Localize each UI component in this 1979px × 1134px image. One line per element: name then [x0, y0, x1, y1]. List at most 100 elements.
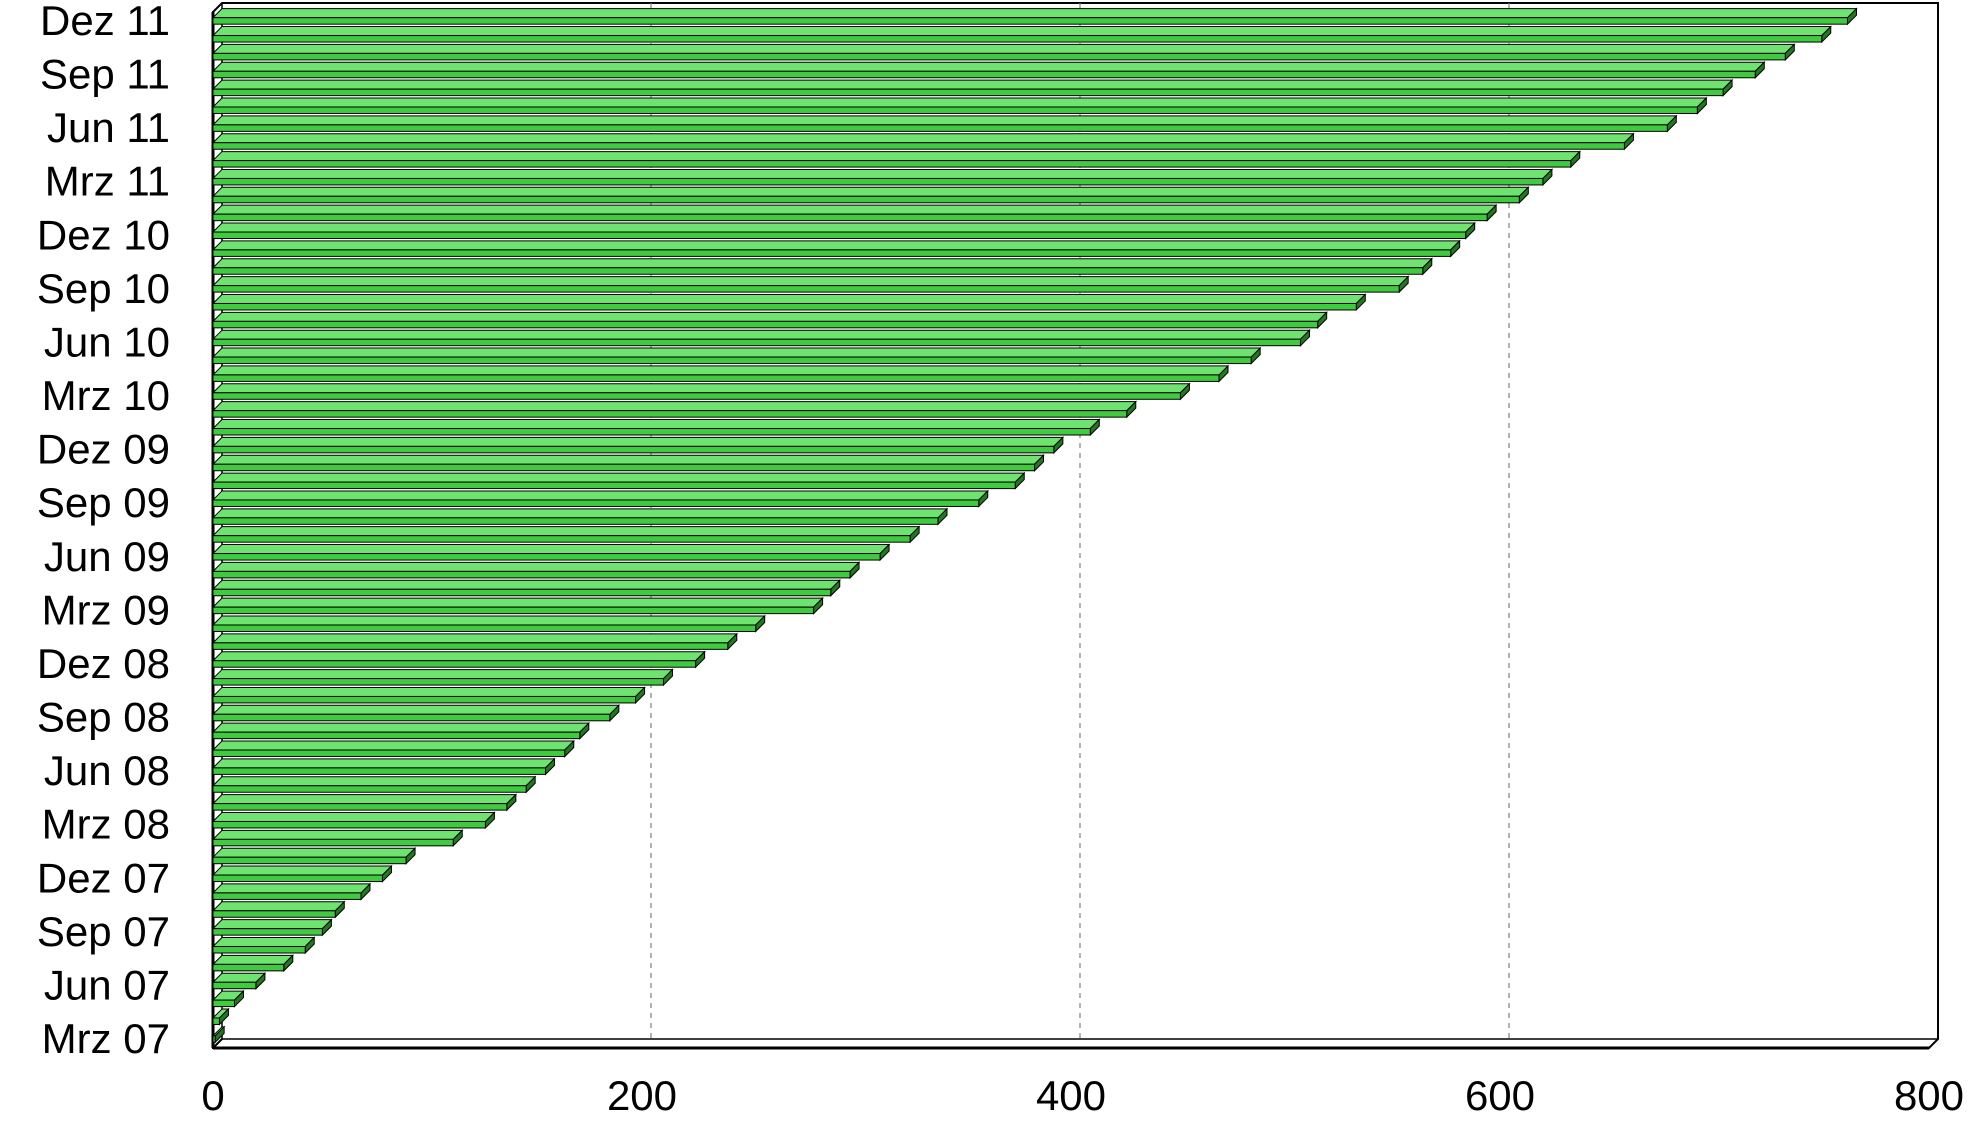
bar	[211, 7, 1858, 26]
x-tick-label: 400	[1036, 1072, 1106, 1119]
bar-front-face	[212, 749, 566, 758]
y-tick-label: Mrz 07	[42, 1015, 170, 1062]
bar	[211, 418, 1101, 437]
y-tick-label: Sep 11	[40, 51, 170, 98]
bar-front-face	[212, 463, 1036, 472]
bar	[211, 918, 333, 937]
bar-top-face	[211, 204, 1498, 215]
bar	[211, 882, 372, 901]
bar	[211, 525, 921, 544]
x-tick-label: 200	[607, 1072, 677, 1119]
bar-front-face	[212, 52, 1786, 61]
bar	[211, 864, 393, 883]
bar-top-face	[211, 669, 674, 680]
bar	[211, 686, 646, 705]
bar	[211, 704, 621, 723]
bar-top-face	[211, 151, 1581, 162]
y-tick-label: Mrz 09	[42, 586, 170, 633]
bar-top-face	[211, 186, 1530, 197]
bar-top-face	[211, 240, 1461, 251]
bar	[211, 61, 1766, 79]
bar-front-face	[212, 910, 336, 918]
bar-front-face	[212, 70, 1756, 79]
y-tick-label: Mrz 08	[42, 801, 170, 848]
bar-top-face	[211, 686, 646, 697]
bar-front-face	[212, 410, 1128, 418]
bar-top-face	[211, 865, 393, 876]
x-tick-label: 0	[201, 1072, 224, 1119]
bar-front-face	[212, 499, 980, 507]
bar	[211, 78, 1734, 97]
bar	[211, 721, 591, 740]
bar	[211, 471, 1026, 490]
x-tick-label: 600	[1465, 1072, 1535, 1119]
bar-front-face	[212, 392, 1181, 400]
bar-top-face	[211, 937, 316, 948]
bar-front-face	[212, 320, 1319, 329]
bar-front-face	[212, 338, 1302, 347]
bar	[211, 96, 1708, 115]
bar	[211, 596, 824, 615]
y-tick-label: Mrz 11	[45, 158, 170, 205]
bar-top-face	[211, 526, 921, 537]
bar-front-face	[212, 35, 1823, 43]
bar	[211, 561, 861, 580]
bar	[211, 203, 1498, 222]
bar-front-face	[212, 838, 454, 847]
bar	[211, 989, 245, 1008]
bar-front-face	[212, 803, 508, 811]
bar	[211, 311, 1328, 330]
bar-top-face	[211, 579, 841, 590]
bar	[211, 936, 316, 955]
bar-top-face	[211, 954, 294, 965]
bar	[211, 454, 1045, 472]
bar-front-face	[212, 892, 362, 900]
bar-top-face	[211, 276, 1410, 287]
bar-front-face	[212, 106, 1698, 114]
bar	[211, 900, 346, 919]
bar-front-face	[212, 213, 1488, 222]
bar-top-face	[211, 883, 372, 894]
bar	[211, 811, 496, 830]
bar	[211, 114, 1678, 133]
bar-front-face	[212, 606, 815, 615]
y-tick-label: Sep 09	[37, 479, 170, 526]
bar-top-face	[211, 97, 1708, 108]
bar-front-face	[212, 660, 697, 668]
bar	[211, 221, 1476, 240]
bar-front-face	[212, 588, 832, 597]
bar-top-face	[211, 544, 891, 555]
bar-top-face	[211, 811, 496, 822]
bar-top-face	[211, 26, 1832, 37]
bar	[211, 614, 766, 633]
bar-top-face	[211, 490, 989, 501]
bar-front-face	[212, 1035, 216, 1043]
bar	[211, 382, 1191, 401]
bar-front-face	[212, 249, 1452, 257]
bars	[211, 7, 1858, 1044]
bar	[211, 239, 1461, 258]
bar-top-face	[211, 293, 1367, 304]
bar-front-face	[212, 356, 1252, 365]
bar	[211, 25, 1832, 44]
bar-front-face	[212, 428, 1091, 436]
bar	[211, 757, 556, 776]
y-tick-label: Mrz 10	[42, 372, 170, 419]
bar-front-face	[212, 142, 1625, 150]
bar-top-face	[211, 615, 766, 626]
bar	[211, 668, 674, 687]
bar-top-face	[211, 222, 1476, 233]
bar	[211, 346, 1262, 365]
bar	[211, 650, 706, 669]
bar	[211, 972, 267, 990]
bar	[211, 1025, 226, 1044]
bar-front-face	[212, 374, 1220, 382]
y-tick-label: Jun 11	[47, 104, 170, 151]
y-tick-label: Dez 09	[37, 426, 170, 473]
bar-front-face	[212, 946, 306, 954]
bar-top-face	[211, 508, 949, 519]
y-tick-label: Sep 07	[37, 908, 170, 955]
bar	[211, 775, 537, 794]
bar-top-face	[211, 704, 621, 715]
bar	[211, 632, 739, 651]
